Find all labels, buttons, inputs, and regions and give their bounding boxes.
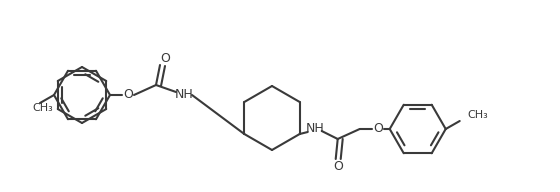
Text: NH: NH (305, 122, 324, 136)
Text: CH₃: CH₃ (32, 103, 53, 113)
Text: NH: NH (175, 89, 193, 102)
Text: CH₃: CH₃ (468, 110, 488, 120)
Text: O: O (333, 161, 343, 174)
Text: O: O (373, 122, 382, 136)
Text: O: O (123, 89, 133, 102)
Text: O: O (160, 51, 170, 65)
